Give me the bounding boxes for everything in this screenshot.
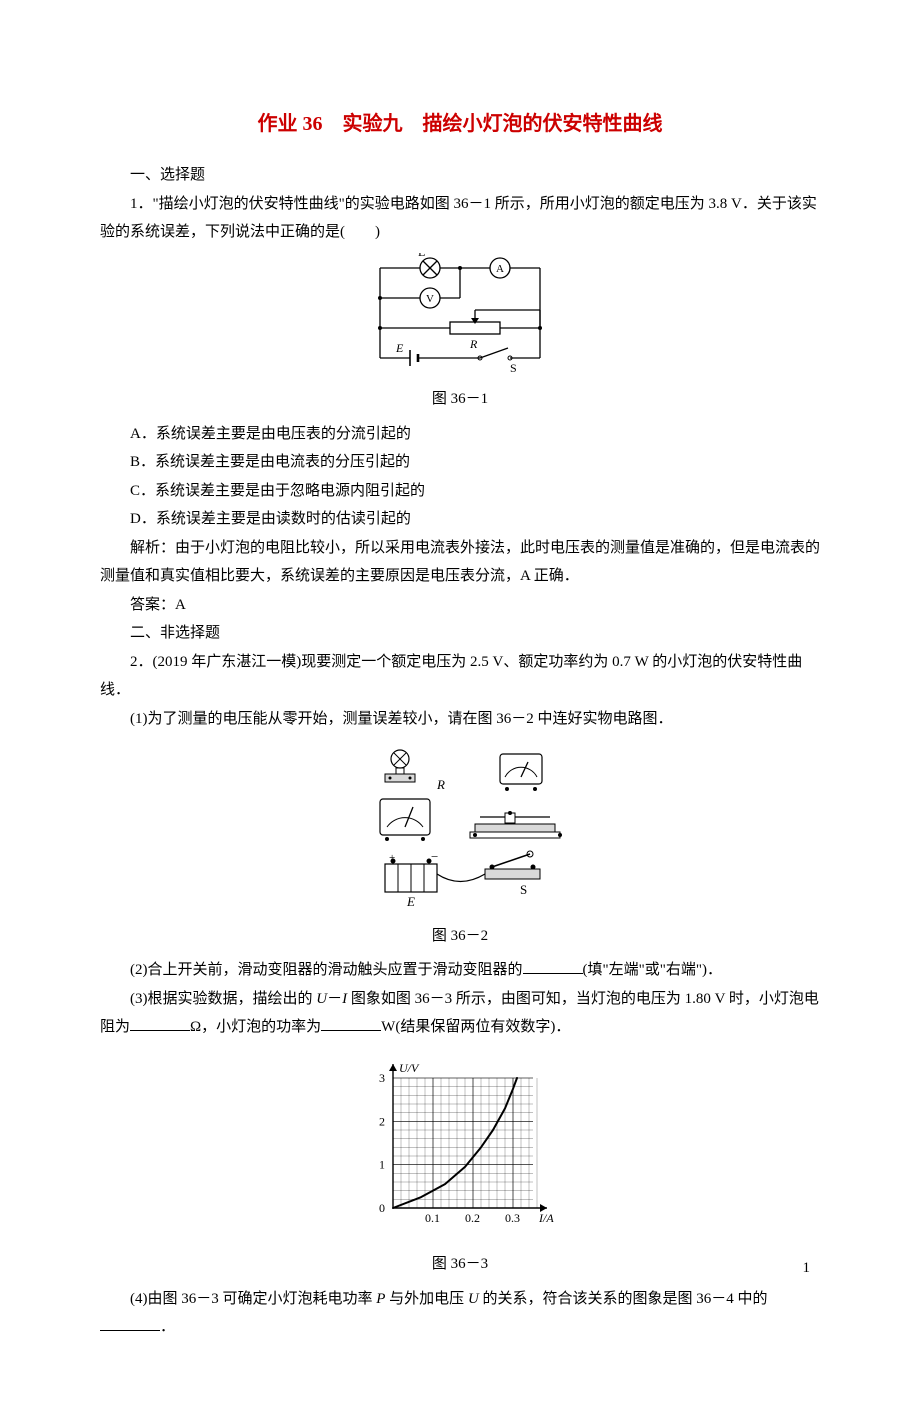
svg-text:+: + bbox=[389, 852, 395, 864]
q2-stem: 2．(2019 年广东湛江一模)现要测定一个额定电压为 2.5 V、额定功率约为… bbox=[100, 648, 820, 705]
q2-p4-b: 与外加电压 bbox=[385, 1291, 468, 1307]
svg-text:S: S bbox=[510, 361, 517, 373]
blank-graph-choice bbox=[100, 1316, 160, 1331]
dash: － bbox=[327, 991, 342, 1007]
q2-part3: (3)根据实验数据，描绘出的 U－I 图象如图 36－3 所示，由图可知，当灯泡… bbox=[100, 985, 820, 1042]
svg-text:A: A bbox=[496, 263, 504, 275]
q2-p2-text-b: (填"左端"或"右端")． bbox=[583, 962, 722, 978]
u-i-chart: 0.1 0.2 0.3 0 1 2 3 U/V I/A bbox=[345, 1048, 575, 1238]
svg-text:I/A: I/A bbox=[538, 1211, 554, 1225]
q2-p4-d: ． bbox=[160, 1319, 175, 1335]
section-one-label: 一、选择题 bbox=[100, 161, 820, 190]
circuit-diagram: L A V R E S bbox=[350, 253, 570, 373]
symbol-u2: U bbox=[468, 1291, 479, 1307]
q2-part4: (4)由图 36－3 可确定小灯泡耗电功率 P 与外加电压 U 的关系，符合该关… bbox=[100, 1285, 820, 1342]
blank-power bbox=[321, 1016, 381, 1031]
svg-text:U/V: U/V bbox=[399, 1061, 420, 1075]
svg-text:−: − bbox=[431, 849, 438, 864]
q2-part2: (2)合上开关前，滑动变阻器的滑动触头应置于滑动变阻器的 (填"左端"或"右端")… bbox=[100, 956, 820, 985]
fig-36-3-label: 图 36－3 bbox=[100, 1250, 820, 1279]
physical-circuit: R + − E S bbox=[345, 739, 575, 909]
svg-text:R: R bbox=[436, 777, 445, 792]
svg-text:2: 2 bbox=[379, 1114, 385, 1128]
q1-option-a: A．系统误差主要是由电压表的分流引起的 bbox=[100, 420, 820, 449]
q1-explanation: 解析：由于小灯泡的电阻比较小，所以采用电流表外接法，此时电压表的测量值是准确的，… bbox=[100, 534, 820, 591]
blank-slider-end bbox=[523, 959, 583, 974]
q2-p2-text-a: (2)合上开关前，滑动变阻器的滑动触头应置于滑动变阻器的 bbox=[130, 962, 523, 978]
svg-text:0: 0 bbox=[379, 1201, 385, 1215]
section-two-label: 二、非选择题 bbox=[100, 619, 820, 648]
q2-p4-a: (4)由图 36－3 可确定小灯泡耗电功率 bbox=[130, 1291, 376, 1307]
svg-text:3: 3 bbox=[379, 1071, 385, 1085]
svg-text:0.2: 0.2 bbox=[465, 1211, 480, 1225]
svg-text:1: 1 bbox=[379, 1157, 385, 1171]
svg-text:0.1: 0.1 bbox=[425, 1211, 440, 1225]
page-title: 作业 36 实验九 描绘小灯泡的伏安特性曲线 bbox=[100, 105, 820, 143]
svg-text:E: E bbox=[406, 894, 415, 909]
svg-text:0.3: 0.3 bbox=[505, 1211, 520, 1225]
figure-36-1: L A V R E S 图 36－1 bbox=[100, 253, 820, 414]
svg-text:E: E bbox=[395, 341, 404, 355]
svg-text:L: L bbox=[418, 253, 425, 259]
q1-option-b: B．系统误差主要是由电流表的分压引起的 bbox=[100, 448, 820, 477]
q2-p3-c: Ω，小灯泡的功率为 bbox=[190, 1019, 321, 1035]
page-number: 1 bbox=[803, 1254, 811, 1283]
q2-part1: (1)为了测量的电压能从零开始，测量误差较小，请在图 36－2 中连好实物电路图… bbox=[100, 705, 820, 734]
q2-p3-d: W(结果保留两位有效数字)． bbox=[381, 1019, 570, 1035]
svg-text:R: R bbox=[469, 337, 478, 351]
symbol-u: U bbox=[316, 991, 327, 1007]
svg-text:S: S bbox=[520, 882, 527, 897]
q2-p3-a: (3)根据实验数据，描绘出的 bbox=[130, 991, 316, 1007]
q1-option-c: C．系统误差主要是由于忽略电源内阻引起的 bbox=[100, 477, 820, 506]
fig-36-1-label: 图 36－1 bbox=[100, 385, 820, 414]
q1-option-d: D．系统误差主要是由读数时的估读引起的 bbox=[100, 505, 820, 534]
q1-stem: 1．"描绘小灯泡的伏安特性曲线"的实验电路如图 36－1 所示，所用小灯泡的额定… bbox=[100, 190, 820, 247]
figure-36-3: 0.1 0.2 0.3 0 1 2 3 U/V I/A 图 36－3 bbox=[100, 1048, 820, 1279]
svg-text:V: V bbox=[426, 293, 434, 305]
figure-36-2: R + − E S 图 36－2 bbox=[100, 739, 820, 950]
blank-resistance bbox=[130, 1016, 190, 1031]
q1-answer: 答案：A bbox=[100, 591, 820, 620]
q2-p4-c: 的关系，符合该关系的图象是图 36－4 中的 bbox=[479, 1291, 768, 1307]
fig-36-2-label: 图 36－2 bbox=[100, 922, 820, 951]
